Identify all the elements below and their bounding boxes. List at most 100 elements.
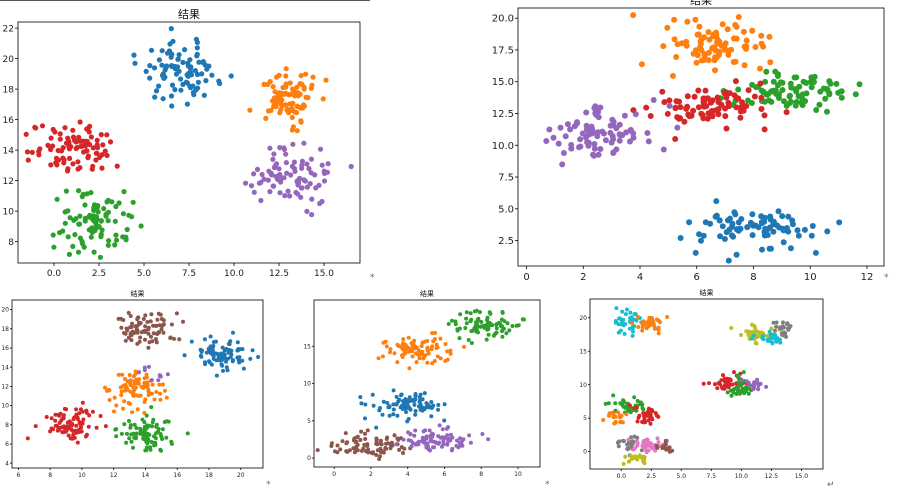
scatter-point	[417, 394, 422, 399]
scatter-point	[774, 324, 779, 329]
scatter-point	[319, 198, 325, 205]
scatter-point	[370, 451, 375, 456]
scatter-point	[121, 189, 127, 195]
scatter-point	[725, 390, 730, 395]
scatter-point	[131, 374, 136, 379]
scatter-point	[149, 405, 154, 410]
scatter-point	[722, 376, 727, 381]
scatter-point	[833, 80, 840, 87]
scatter-point	[78, 424, 83, 429]
scatter-point	[611, 411, 616, 416]
scatter-point	[516, 323, 521, 328]
scatter-point	[194, 45, 200, 51]
y-tick-label: 6	[5, 441, 9, 448]
scatter-point	[98, 218, 104, 224]
scatter-point	[576, 144, 582, 151]
scatter-point	[150, 339, 155, 344]
scatter-point	[181, 319, 185, 324]
scatter-point	[156, 83, 162, 89]
scatter-point	[422, 353, 427, 358]
scatter-point	[773, 328, 777, 333]
scatter-point	[91, 205, 97, 211]
scatter-point	[120, 211, 126, 217]
scatter-point	[220, 357, 225, 362]
scatter-point	[204, 350, 209, 355]
scatter-point	[642, 440, 647, 445]
scatter-point	[153, 88, 160, 94]
scatter-point	[737, 391, 742, 396]
scatter-point	[140, 432, 145, 436]
scatter-point	[701, 381, 706, 386]
scatter-point	[188, 64, 194, 70]
scatter-point	[324, 169, 330, 175]
y-tick-label: 5	[307, 418, 311, 425]
scatter-point	[718, 42, 725, 49]
scatter-point	[636, 415, 641, 420]
scatter-point	[152, 397, 157, 402]
scatter-point	[241, 366, 246, 371]
scatter-point	[154, 431, 158, 436]
scatter-point	[758, 40, 765, 47]
scatter-point	[138, 335, 143, 340]
scatter-point	[135, 330, 140, 335]
scatter-point	[62, 220, 68, 226]
scatter-point	[485, 315, 490, 320]
scatter-point	[56, 413, 61, 417]
scatter-point	[413, 346, 418, 351]
scatter-point	[340, 439, 345, 444]
scatter-point	[374, 440, 379, 445]
scatter-point	[288, 101, 295, 107]
scatter-point	[145, 320, 150, 324]
scatter-point	[705, 49, 712, 56]
scatter-point	[71, 429, 75, 433]
scatter-point	[408, 432, 413, 437]
scatter-point	[622, 399, 627, 404]
scatter-point	[755, 377, 760, 382]
scatter-point	[389, 443, 394, 448]
scatter-point	[335, 450, 340, 455]
scatter-point	[400, 355, 405, 359]
scatter-point	[433, 331, 437, 335]
scatter-point	[143, 324, 148, 329]
scatter-point	[407, 349, 412, 354]
x-tick-label: 2.5	[92, 269, 106, 279]
scatter-point	[121, 406, 126, 411]
scatter-point	[424, 434, 429, 439]
scatter-point	[309, 196, 315, 202]
scatter-point	[395, 342, 400, 347]
scatter-point	[401, 399, 405, 404]
scatter-point	[673, 54, 680, 60]
scatter-point	[258, 179, 264, 186]
scatter-point	[476, 330, 480, 335]
scatter-point	[352, 450, 357, 455]
scatter-point	[778, 340, 783, 345]
scatter-point	[151, 417, 156, 422]
scatter-point	[440, 427, 445, 432]
scatter-point	[770, 228, 777, 235]
y-tick-label: 4	[5, 460, 9, 467]
scatter-point	[228, 355, 233, 360]
scatter-point	[759, 246, 765, 253]
scatter-point	[161, 75, 167, 81]
scatter-point	[376, 356, 381, 361]
scatter-point	[635, 441, 640, 446]
scatter-point	[96, 224, 102, 230]
x-tick-label: 10	[514, 471, 522, 478]
scatter-point	[749, 336, 754, 341]
scatter-point	[808, 84, 815, 91]
x-tick-label: 10	[804, 272, 817, 283]
scatter-point	[695, 87, 702, 94]
scatter-point	[752, 44, 759, 50]
scatter-point	[656, 440, 661, 445]
scatter-point	[648, 412, 653, 416]
scatter-point	[620, 309, 625, 314]
x-tick-label: 5.0	[677, 473, 687, 480]
scatter-point	[775, 91, 782, 98]
scatter-point	[65, 420, 70, 425]
scatter-point	[178, 87, 184, 93]
y-tick-label: 7.5	[498, 173, 514, 184]
scatter-point	[270, 183, 276, 189]
y-tick-label: 12.5	[492, 109, 514, 120]
scatter-point	[278, 107, 284, 113]
scatter-point	[686, 219, 693, 226]
